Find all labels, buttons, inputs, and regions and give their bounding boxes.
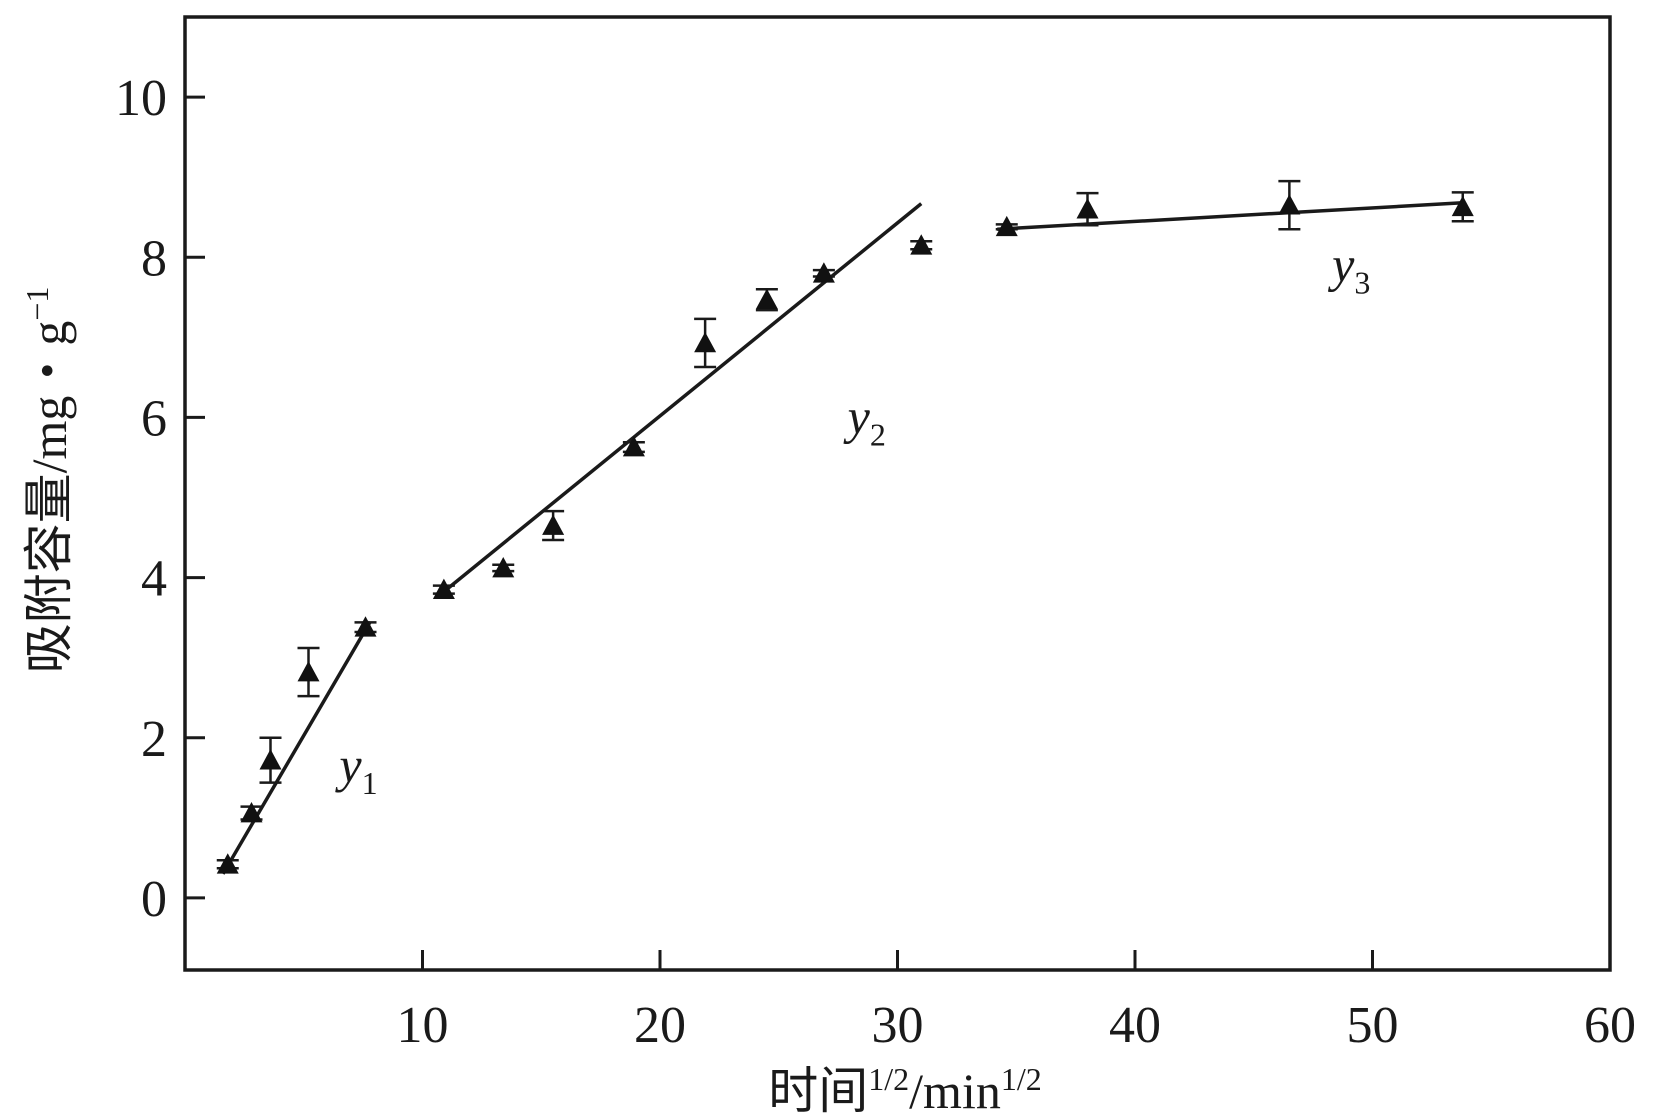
y-axis-title-exponent: −1 <box>19 287 55 321</box>
triangle-marker <box>1451 195 1474 217</box>
x-tick-label: 60 <box>1584 997 1636 1054</box>
y-tick-label: 8 <box>141 230 167 287</box>
x-axis-title: 时间1/2/min1/2 <box>768 1061 1041 1116</box>
data-point <box>216 853 239 874</box>
data-point <box>297 646 320 698</box>
data-point <box>910 234 933 255</box>
triangle-marker <box>812 262 835 283</box>
data-points <box>216 179 1474 874</box>
triangle-marker <box>432 578 455 599</box>
data-point <box>812 262 835 283</box>
fit-line-y2 <box>440 202 923 595</box>
data-point <box>259 736 282 784</box>
fit-line-label-subscript: 2 <box>870 416 886 452</box>
fit-line-y1 <box>221 620 372 875</box>
y-axis-title: 吸附容量/mg・g−1 <box>19 287 77 674</box>
fit-line-label-y3: y3 <box>1327 236 1370 300</box>
data-point <box>240 802 263 823</box>
x-tick-label: 30 <box>872 997 924 1054</box>
data-point <box>354 616 377 637</box>
data-point <box>622 436 645 457</box>
data-point <box>694 317 717 369</box>
triangle-marker <box>995 215 1018 237</box>
fit-line-label-y2: y2 <box>843 388 886 452</box>
fit-line-label-subscript: 1 <box>362 765 378 801</box>
triangle-marker <box>755 288 778 310</box>
y-tick-label: 4 <box>141 551 167 608</box>
x-tick-label: 20 <box>634 997 686 1054</box>
fit-line-label-name: y <box>1327 236 1355 292</box>
y-axis-title-main: 吸附容量/mg・g <box>21 321 77 674</box>
fit-line-label-name: y <box>843 388 871 444</box>
data-point <box>492 556 515 578</box>
triangle-marker <box>354 616 377 637</box>
triangle-marker <box>492 556 515 578</box>
data-point <box>755 288 778 312</box>
data-point <box>432 578 455 599</box>
fit-line-y3 <box>997 201 1463 231</box>
y-tick-label: 0 <box>141 871 167 928</box>
x-tick-label: 50 <box>1347 997 1399 1054</box>
x-tick-label: 40 <box>1109 997 1161 1054</box>
data-point <box>1278 179 1301 231</box>
fit-lines <box>221 201 1463 875</box>
x-tick-label: 10 <box>397 997 449 1054</box>
triangle-marker <box>1076 198 1099 219</box>
data-point <box>1076 191 1099 227</box>
x-axis-title-unit-exponent: 1/2 <box>1001 1061 1042 1097</box>
triangle-marker <box>694 331 717 353</box>
fit-line-label-name: y <box>334 737 362 793</box>
fit-line-label-subscript: 3 <box>1354 264 1370 300</box>
y-tick-label: 6 <box>141 390 167 447</box>
x-axis-title-exponent: 1/2 <box>868 1061 909 1097</box>
y-axis-ticks: 0 2 4 6 8 10 <box>115 70 205 928</box>
triangle-marker <box>542 514 565 535</box>
triangle-marker <box>1278 194 1301 215</box>
y-tick-label: 2 <box>141 711 167 768</box>
y-tick-label: 10 <box>115 70 167 127</box>
x-axis-title-main: 时间 <box>768 1063 868 1116</box>
triangle-marker <box>622 436 645 457</box>
x-axis-title-unit: /min <box>909 1063 1001 1116</box>
fit-line-label-y1: y1 <box>334 737 377 801</box>
data-point <box>542 509 565 542</box>
data-point <box>995 215 1018 237</box>
triangle-marker <box>259 749 282 770</box>
x-axis-ticks: 10 20 30 40 50 60 <box>397 950 1636 1054</box>
triangle-marker <box>910 234 933 255</box>
triangle-marker <box>216 853 239 874</box>
triangle-marker <box>297 661 320 682</box>
triangle-marker <box>240 802 263 823</box>
data-point <box>1451 191 1474 223</box>
